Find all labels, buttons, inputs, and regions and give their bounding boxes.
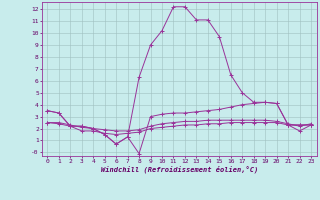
X-axis label: Windchill (Refroidissement éolien,°C): Windchill (Refroidissement éolien,°C) [100, 165, 258, 173]
